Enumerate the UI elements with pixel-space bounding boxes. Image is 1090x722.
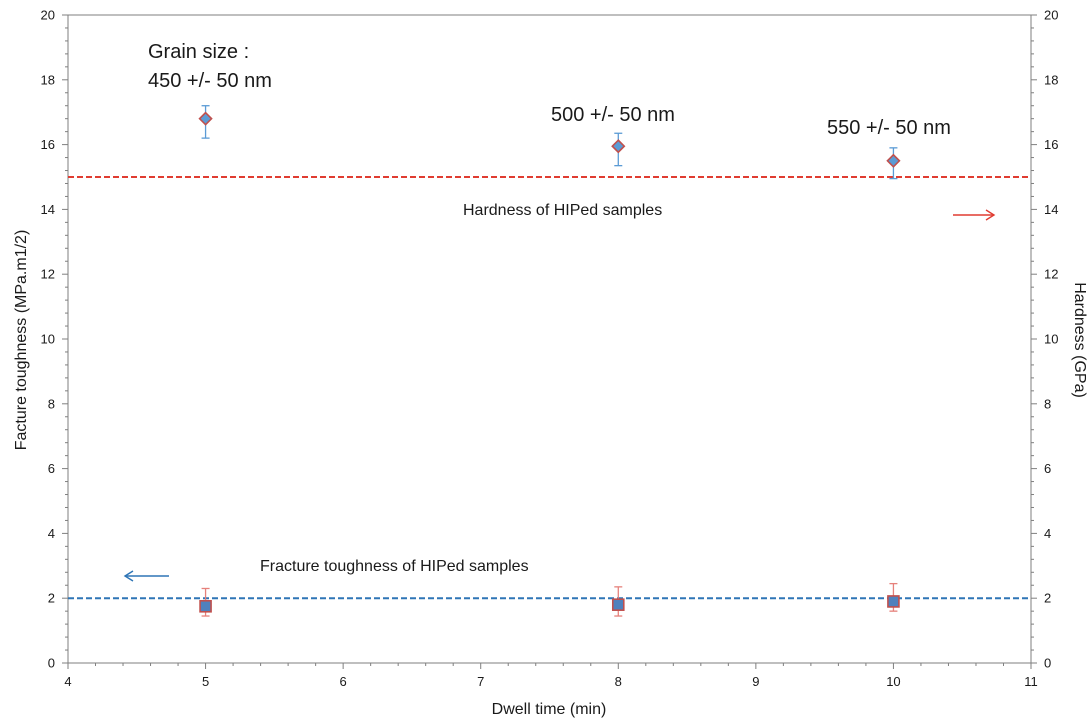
y-right-tick-label: 2 [1044,591,1051,606]
y-right-tick-label: 10 [1044,332,1058,347]
y-right-tick-label: 16 [1044,137,1058,152]
y-left-tick-label: 8 [48,396,55,411]
grain-size-label-1: 450 +/- 50 nm [148,70,272,92]
grain-size-label-2: 500 +/- 50 nm [551,104,675,126]
y-left-tick-label: 6 [48,461,55,476]
y-left-tick-label: 16 [41,137,55,152]
x-tick-label: 8 [615,674,622,689]
hardness-point [886,153,901,168]
y-left-tick-label: 12 [41,267,55,282]
y-left-tick-label: 10 [41,332,55,347]
hardness-arrow-icon [953,209,996,221]
y-left-tick-label: 18 [41,72,55,87]
plot-frame [67,14,1032,664]
y-left-tick-label: 14 [41,202,55,217]
x-tick-label: 4 [64,674,71,689]
y-axis-title-right: Hardness (GPa) [1071,282,1088,398]
toughness-point [611,598,625,611]
y-left-tick-label: 0 [48,656,55,671]
x-tick-label: 10 [886,674,900,689]
series-layer [198,105,901,617]
reference-lines [68,176,1031,600]
y-left-tick-label: 20 [41,8,55,23]
y-right-tick-label: 6 [1044,461,1051,476]
x-axis-title: Dwell time (min) [492,701,607,718]
x-tick-label: 6 [340,674,347,689]
x-tick-label: 9 [752,674,759,689]
y-right-tick-label: 0 [1044,656,1051,671]
y-right-tick-label: 4 [1044,526,1051,541]
hardness-point [611,139,626,154]
y-right-tick-label: 14 [1044,202,1058,217]
y-left-tick-label: 4 [48,526,55,541]
grain-size-title: Grain size : [148,41,249,63]
y-right-tick-label: 18 [1044,72,1058,87]
x-tick-label: 5 [202,674,209,689]
hardness-ref-label: Hardness of HIPed samples [463,202,662,219]
toughness-arrow-icon [123,570,169,582]
y-left-tick-label: 2 [48,591,55,606]
x-tick-label: 7 [477,674,484,689]
y-right-tick-label: 8 [1044,396,1051,411]
x-tick-label: 11 [1024,674,1038,689]
y-right-tick-label: 20 [1044,8,1058,23]
grain-size-label-3: 550 +/- 50 nm [827,117,951,139]
y-axis-title-left: Facture toughness (MPa.m1/2) [13,230,30,451]
plot-area: 4 5 6 7 8 9 10 11 0 0 2 2 4 4 6 6 8 8 10 10 12 12 14 14 16 16 18 18… [41,8,1059,690]
toughness-point [199,599,212,613]
y-right-tick-label: 12 [1044,267,1058,282]
hardness-point [198,111,213,126]
toughness-point [887,595,900,608]
toughness-ref-label: Fracture toughness of HIPed samples [260,558,529,575]
